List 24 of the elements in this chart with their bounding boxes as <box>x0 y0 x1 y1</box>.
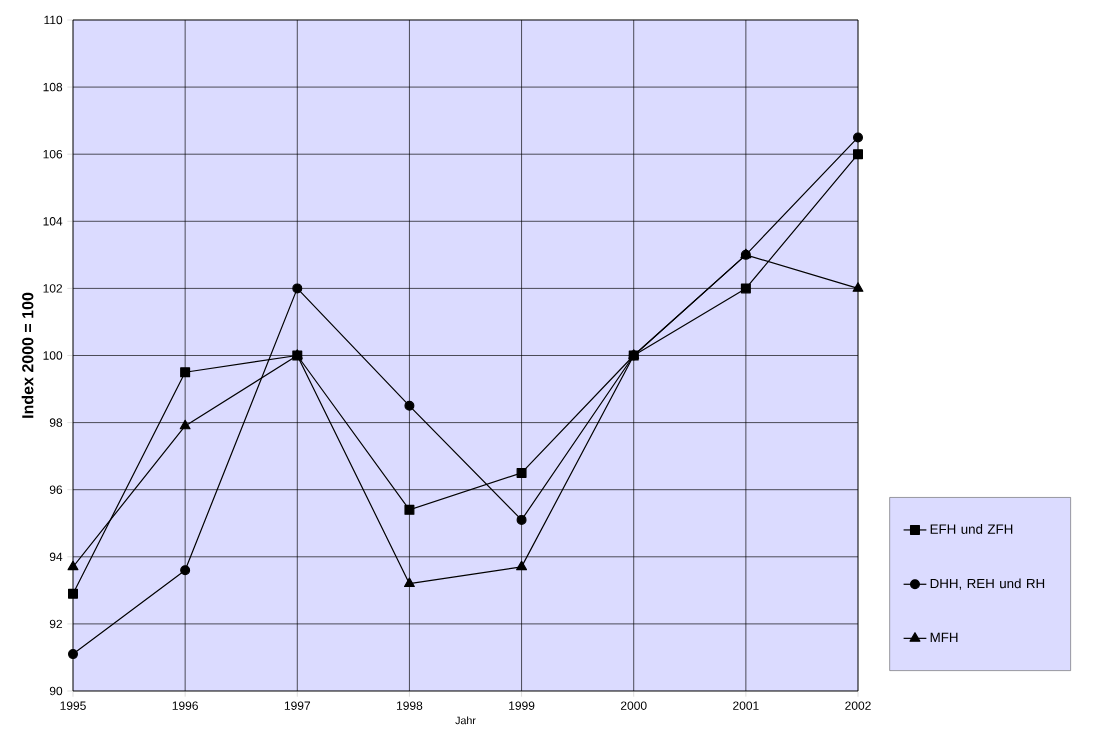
y-tick-label: 96 <box>49 485 63 494</box>
x-tick-label: 2002 <box>845 701 871 710</box>
x-tick-label: 1996 <box>172 701 198 710</box>
y-axis-title: Index 2000 = 100 <box>21 292 34 418</box>
x-axis-title: Jahr <box>455 716 476 725</box>
legend-label: EFH und ZFH <box>930 524 1013 534</box>
legend-label: MFH <box>930 632 958 642</box>
y-tick-label: 94 <box>49 552 63 562</box>
x-tick-label: 1999 <box>509 701 535 710</box>
y-tick-label: 98 <box>49 418 63 427</box>
legend-label: DHH, REH und RH <box>930 578 1045 590</box>
x-tick-label: 2001 <box>733 701 759 710</box>
x-tick-label: 1997 <box>284 701 311 710</box>
x-tick-label: 1995 <box>60 701 86 710</box>
x-tick-label: 2000 <box>620 701 647 710</box>
y-tick-label: 100 <box>43 351 63 360</box>
y-tick-label: 106 <box>43 149 63 159</box>
y-tick-label: 104 <box>43 217 63 226</box>
y-tick-label: 110 <box>44 15 63 25</box>
y-tick-label: 92 <box>49 619 63 629</box>
y-tick-label: 102 <box>43 284 63 293</box>
y-tick-label: 90 <box>49 686 63 696</box>
x-tick-label: 1998 <box>397 701 423 710</box>
y-tick-label: 108 <box>43 82 63 92</box>
